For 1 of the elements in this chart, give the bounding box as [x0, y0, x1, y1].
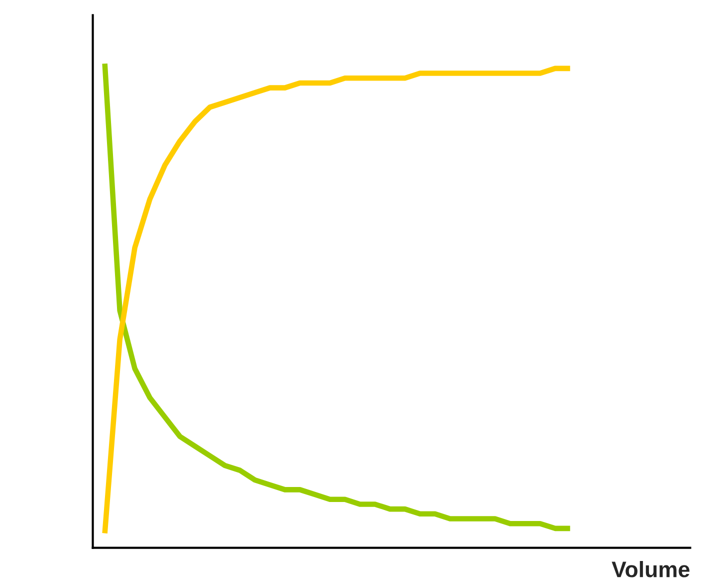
x-axis-title: Volume [612, 560, 690, 578]
